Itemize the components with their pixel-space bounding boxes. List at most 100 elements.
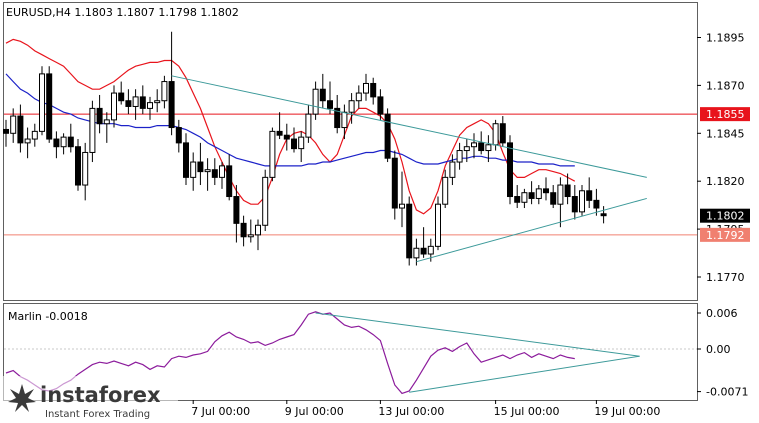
price-tick-label: 1.1895: [706, 31, 745, 44]
main-pane-frame: [3, 2, 698, 301]
candle-body-bearish: [334, 107, 341, 129]
candle: [233, 185, 240, 243]
candle: [291, 127, 297, 153]
candle-body-bearish: [507, 142, 513, 198]
candle-body-bearish: [384, 113, 391, 159]
candle-body-bearish: [96, 107, 103, 125]
watermark-tagline: Instant Forex Trading: [45, 409, 150, 420]
candle: [348, 93, 355, 124]
candle-body-bullish: [60, 136, 67, 148]
candle-body-bullish: [427, 245, 434, 255]
candle-body-bullish: [147, 102, 153, 109]
candle-body-bullish: [161, 81, 168, 102]
level-badge: 1.1855: [700, 107, 750, 122]
candle: [355, 85, 362, 109]
candle-body-bearish: [175, 127, 182, 144]
candle-body-bearish: [183, 142, 189, 178]
candle: [132, 89, 139, 120]
logo-burst-icon: [8, 384, 36, 412]
candle: [247, 219, 254, 243]
level-badge-bg: [700, 227, 750, 242]
candle: [82, 142, 89, 201]
candle: [413, 238, 420, 266]
candle-body-bullish: [535, 188, 542, 199]
candle: [240, 215, 247, 247]
candle: [46, 66, 53, 143]
candle-body-bullish: [247, 234, 254, 238]
candle-body-bearish: [564, 184, 571, 198]
candle-body-bearish: [420, 247, 427, 255]
level-badge-bg: [700, 107, 750, 122]
candle: [39, 66, 45, 136]
candle-body-bullish: [449, 161, 456, 178]
candle-body-bearish: [226, 165, 233, 198]
candle: [406, 196, 413, 266]
price-tick-label: 1.1770: [706, 271, 745, 284]
candle: [456, 142, 463, 170]
candle: [96, 94, 103, 134]
indicator-tick-label: 0.006: [706, 307, 738, 320]
candle-body-bearish: [168, 81, 175, 129]
candle: [161, 75, 168, 109]
candle: [535, 185, 542, 205]
candle: [111, 85, 117, 128]
candle-body-bearish: [283, 134, 290, 140]
candle: [600, 206, 607, 224]
candle: [125, 89, 132, 115]
candlesticks: [3, 31, 607, 266]
candle-body-bullish: [82, 151, 89, 186]
candle-body-bullish: [24, 138, 31, 144]
candle-body-bearish: [211, 169, 218, 178]
red-moving-average-line: [5, 38, 576, 215]
candle-body-bearish: [67, 136, 74, 148]
candle: [485, 135, 492, 163]
level-badge-label: 1.1802: [706, 210, 745, 223]
candle-body-bullish: [39, 73, 45, 132]
candle: [10, 108, 17, 143]
candle: [420, 227, 427, 258]
candle-body-bullish: [341, 111, 348, 129]
candle: [399, 171, 405, 228]
watermark-brand: instaforex: [40, 383, 161, 407]
candle: [3, 119, 9, 147]
candle: [305, 104, 312, 143]
candle: [276, 112, 283, 140]
level-badge-bg: [700, 208, 750, 223]
candle: [514, 185, 521, 209]
marlin-series-line: [5, 311, 575, 395]
candle: [593, 188, 600, 216]
candle: [67, 123, 74, 153]
candle: [53, 131, 60, 159]
candle-body-bullish: [312, 88, 319, 115]
candle: [154, 89, 161, 113]
candle: [312, 81, 319, 120]
candle: [449, 154, 456, 186]
candle-body-bullish: [219, 165, 225, 178]
candle-body-bullish: [485, 144, 492, 152]
candle-body-bullish: [435, 203, 441, 247]
candle: [31, 123, 38, 147]
candle-body-bullish: [190, 161, 197, 178]
candle-body-bearish: [125, 100, 132, 107]
candle-body-bearish: [543, 188, 549, 194]
candle: [139, 85, 146, 115]
candle-body-bullish: [10, 115, 17, 134]
candle-body-bullish: [31, 130, 38, 140]
candle: [24, 127, 31, 159]
candle: [391, 150, 398, 220]
candle: [103, 112, 110, 143]
candle-body-bullish: [255, 224, 261, 236]
candle: [147, 96, 153, 120]
candle: [211, 158, 218, 186]
candle-body-bullish: [492, 123, 499, 146]
candle: [197, 142, 204, 186]
level-badge: 1.1802: [700, 208, 750, 223]
candle-body-bullish: [363, 82, 369, 94]
candle-body-bearish: [197, 161, 204, 173]
candle-body-bearish: [377, 96, 384, 115]
candle-body-bearish: [391, 157, 398, 209]
time-tick-label: 19 Jul 00:00: [594, 405, 660, 418]
candle: [528, 181, 535, 205]
chart-header-symbol: EURUSD,H4 1.1803 1.1807 1.1798 1.1802: [6, 6, 239, 19]
